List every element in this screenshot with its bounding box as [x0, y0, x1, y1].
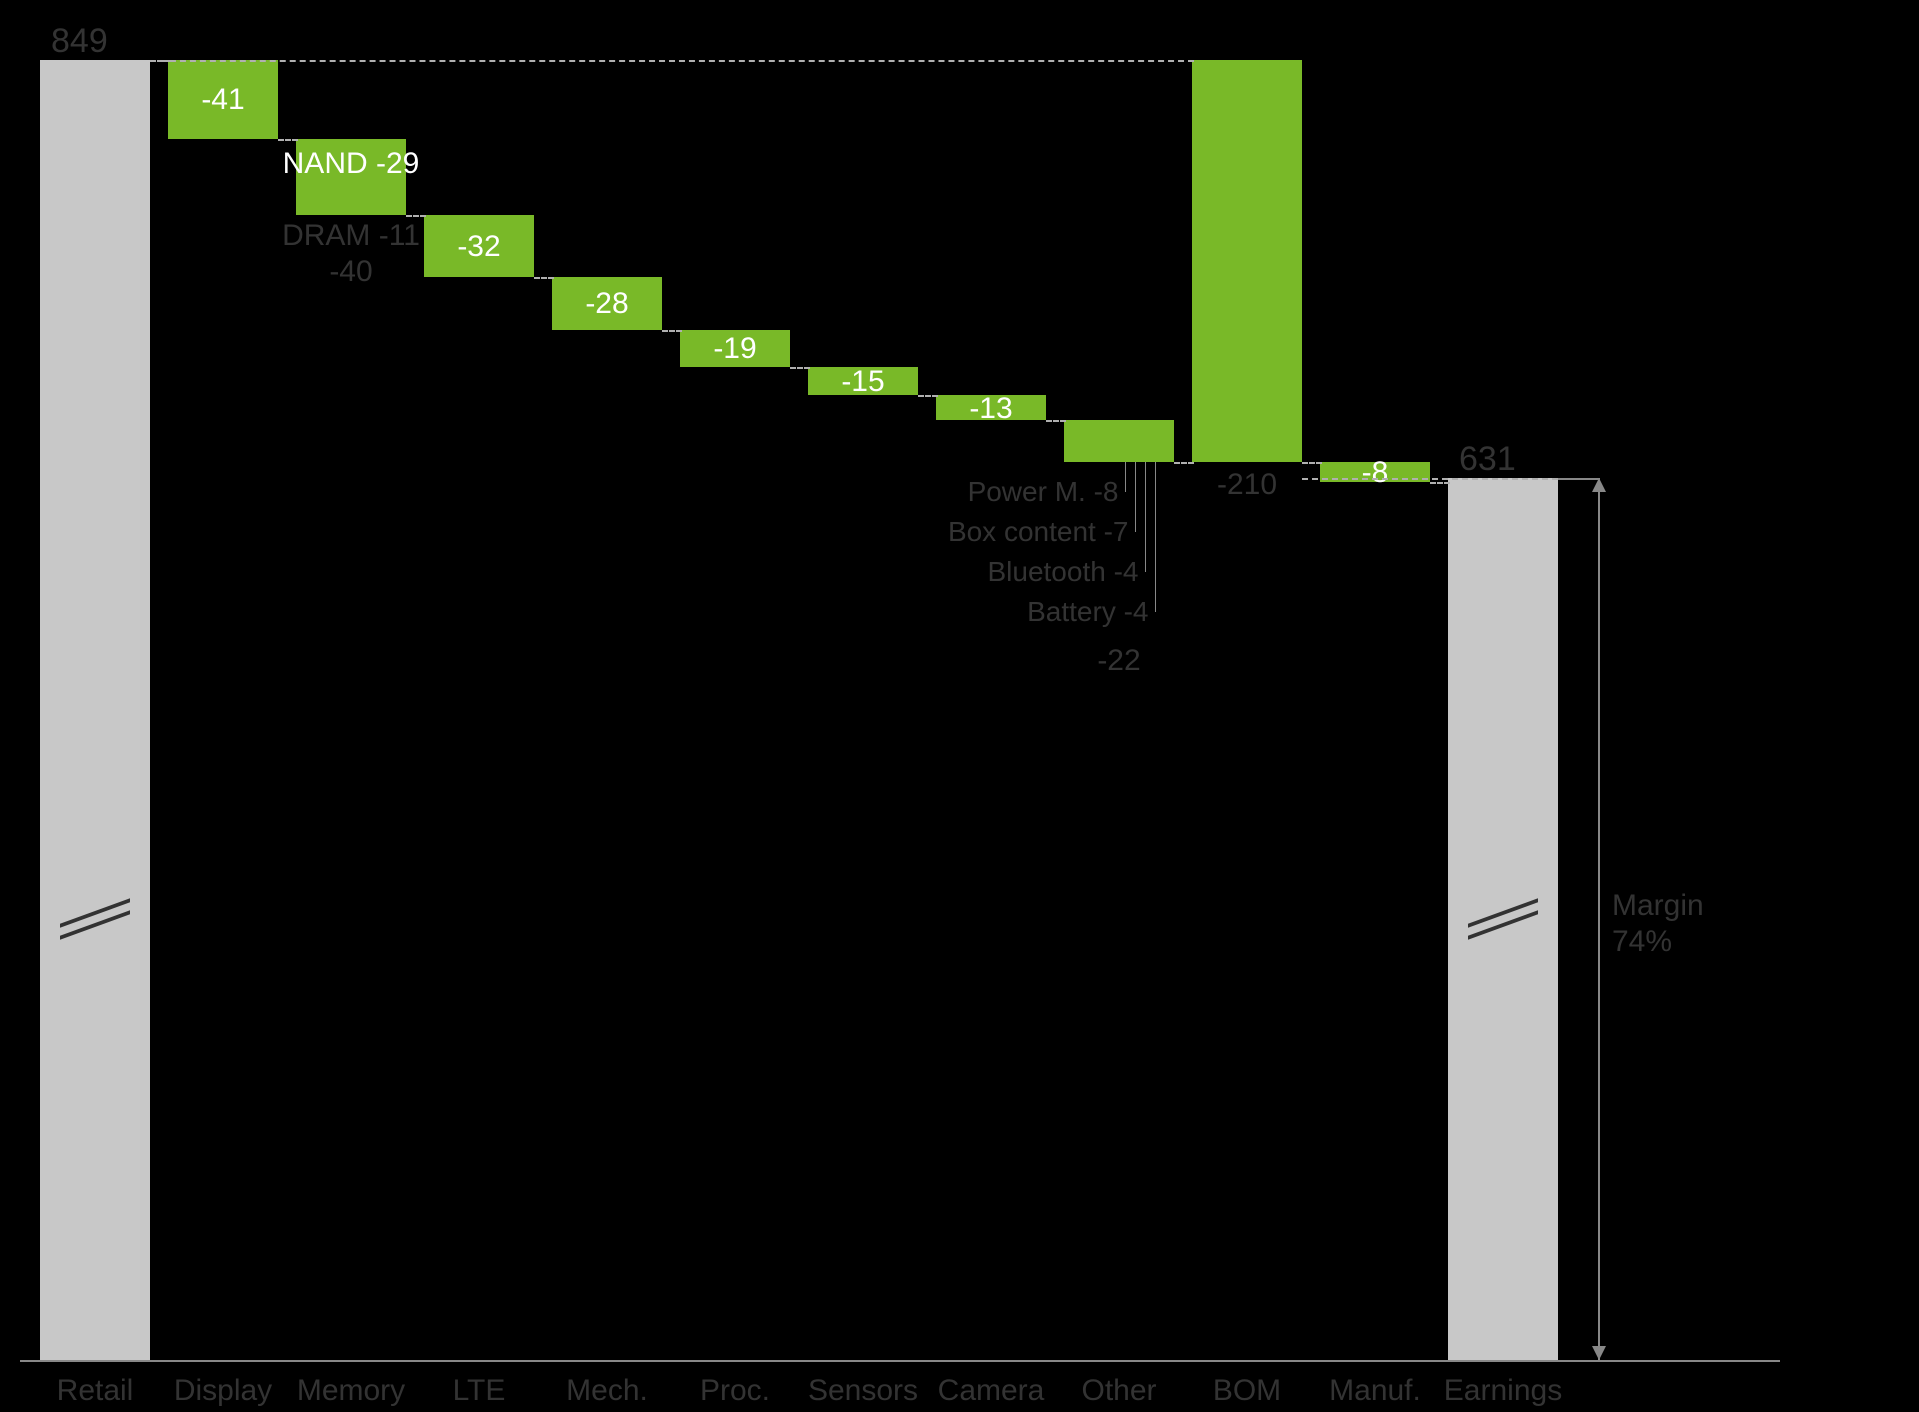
connector-4 — [662, 330, 682, 332]
margin-bracket-line — [1598, 478, 1600, 1360]
sub-label-other-3: Battery -4 — [1027, 596, 1148, 628]
margin-arrow-down — [1592, 1346, 1606, 1360]
connector-retail-to-bom — [150, 60, 1194, 62]
x-axis — [20, 1360, 1780, 1362]
bar-retail — [40, 60, 150, 1360]
axis-label-retail: Retail — [57, 1374, 134, 1408]
axis-label-bom: BOM — [1213, 1374, 1281, 1408]
margin-tick-0 — [1558, 478, 1598, 480]
margin-label-line1: Margin — [1612, 889, 1704, 923]
value-label-camera: -13 — [969, 392, 1012, 426]
value-label-proc: -19 — [713, 332, 756, 366]
connector-5 — [790, 367, 810, 369]
connector-8 — [1174, 462, 1194, 464]
value-label-other: -22 — [1097, 644, 1140, 678]
axis-label-other: Other — [1081, 1374, 1156, 1408]
value-label-display: -41 — [201, 83, 244, 117]
axis-label-manuf: Manuf. — [1329, 1374, 1421, 1408]
bar-other — [1064, 420, 1174, 462]
bar-bom — [1192, 60, 1302, 462]
waterfall-chart: Retail 849 Display -41 Memory NAND -29 DRAM -1… — [0, 0, 1919, 1412]
axis-label-mech: Mech. — [566, 1374, 648, 1408]
axis-break-earnings — [1468, 905, 1538, 935]
axis-break-retail — [60, 905, 130, 935]
value-label-retail: 849 — [51, 22, 108, 61]
connector-7 — [1046, 420, 1066, 422]
callout-line-other-3 — [1155, 462, 1156, 612]
axis-label-lte: LTE — [453, 1374, 506, 1408]
connector-3 — [534, 277, 554, 279]
value-label-bom: -210 — [1217, 468, 1277, 502]
sub-label-memory-dram: DRAM -11 — [282, 219, 420, 253]
margin-arrow-up — [1592, 478, 1606, 492]
callout-line-other-0 — [1125, 462, 1126, 492]
axis-label-display: Display — [174, 1374, 272, 1408]
sub-label-other-2: Bluetooth -4 — [987, 556, 1138, 588]
connector-6 — [918, 395, 938, 397]
value-label-sensors: -15 — [841, 365, 884, 399]
value-label-mech: -28 — [585, 287, 628, 321]
axis-label-sensors: Sensors — [808, 1374, 918, 1408]
sub-label-memory-nand: NAND -29 — [283, 147, 420, 181]
sub-label-other-1: Box content -7 — [948, 516, 1129, 548]
connector-bom-to-earnings — [1302, 478, 1598, 480]
callout-line-other-1 — [1135, 462, 1136, 532]
axis-label-proc: Proc. — [700, 1374, 770, 1408]
connector-10 — [1430, 482, 1450, 484]
callout-line-other-2 — [1145, 462, 1146, 572]
margin-label-line2: 74% — [1612, 925, 1672, 959]
sub-label-other-0: Power M. -8 — [968, 476, 1119, 508]
margin-tick-1 — [1558, 1360, 1598, 1362]
connector-2 — [406, 215, 426, 217]
value-label-lte: -32 — [457, 230, 500, 264]
axis-label-camera: Camera — [938, 1374, 1045, 1408]
value-label-manuf: -8 — [1362, 456, 1389, 490]
axis-label-earnings: Earnings — [1444, 1374, 1562, 1408]
axis-label-memory: Memory — [297, 1374, 405, 1408]
value-label-memory: -40 — [329, 255, 372, 289]
connector-9 — [1302, 462, 1322, 464]
value-label-earnings: 631 — [1459, 440, 1516, 479]
connector-1 — [278, 139, 298, 141]
